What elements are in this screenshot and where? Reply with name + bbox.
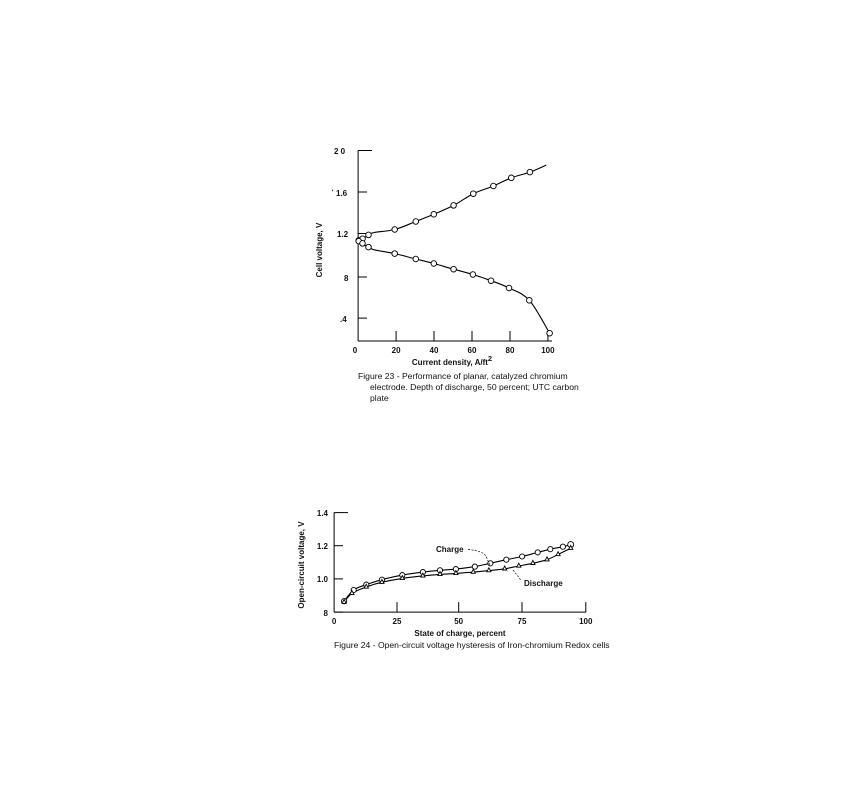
svg-text:plate: plate — [370, 393, 389, 403]
svg-text:0: 0 — [353, 346, 358, 355]
svg-text:50: 50 — [454, 617, 463, 626]
svg-text:1.2: 1.2 — [317, 542, 329, 551]
svg-text:Discharge: Discharge — [524, 579, 563, 588]
svg-text:Open-circuit voltage, V: Open-circuit voltage, V — [297, 521, 306, 609]
svg-text:Figure 23 - Performance of p: Figure 23 - Performance of planar, catal… — [358, 371, 568, 381]
svg-text:.4: .4 — [340, 315, 347, 324]
svg-text:80: 80 — [506, 346, 515, 355]
svg-text:1.0: 1.0 — [317, 575, 329, 584]
svg-text:Charge: Charge — [436, 545, 464, 554]
svg-text:1.2: 1.2 — [337, 230, 349, 239]
svg-text:75: 75 — [518, 617, 527, 626]
svg-text:State of charge, percent: State of charge, percent — [414, 629, 505, 638]
svg-text:100: 100 — [541, 346, 555, 355]
svg-text:40: 40 — [430, 346, 439, 355]
svg-text:1.4: 1.4 — [317, 509, 329, 518]
svg-text:8: 8 — [324, 609, 329, 618]
svg-text:25: 25 — [393, 617, 402, 626]
svg-text:60: 60 — [468, 346, 477, 355]
svg-text:Cell voltage, V: Cell voltage, V — [315, 222, 324, 277]
svg-text:1.6: 1.6 — [336, 189, 348, 198]
svg-text:0: 0 — [332, 617, 337, 626]
svg-text:2 0: 2 0 — [334, 147, 346, 156]
svg-text:Figure 24 - Open-circuit vol: Figure 24 - Open-circuit voltage hystere… — [334, 640, 610, 650]
svg-text:8: 8 — [344, 274, 349, 283]
svg-text:Current density, A/ft2: Current density, A/ft2 — [412, 354, 492, 368]
svg-text:20: 20 — [392, 346, 401, 355]
svg-text:100: 100 — [579, 617, 593, 626]
svg-text:electrode. Depth of discharge: electrode. Depth of discharge, 50 percen… — [370, 382, 579, 392]
